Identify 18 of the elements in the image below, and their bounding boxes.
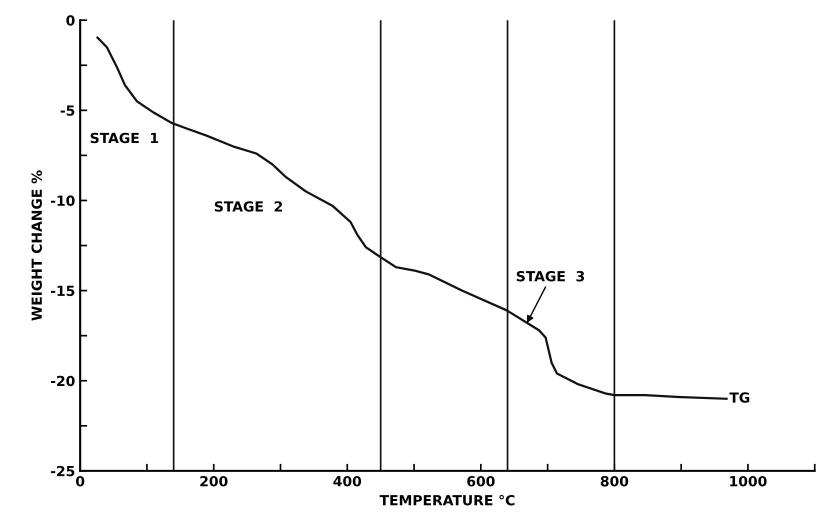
- annotation: STAGE 3: [516, 270, 584, 282]
- y-axis-title: WEIGHT CHANGE %: [31, 170, 42, 321]
- y-tick-label: -20: [50, 376, 75, 386]
- y-tick-label: -5: [60, 105, 74, 116]
- annotation: STAGE 1: [90, 132, 158, 144]
- x-tick-label: 400: [333, 476, 362, 486]
- x-tick-label: 0: [76, 476, 84, 486]
- y-tick-label: -15: [50, 286, 74, 296]
- annotation: TG: [729, 392, 750, 403]
- x-tick-label: 800: [600, 476, 628, 486]
- x-tick-label: 600: [467, 476, 495, 486]
- y-tick-label: 0: [66, 15, 75, 26]
- y-tick-label: -10: [50, 195, 75, 206]
- annotation: STAGE 2: [214, 201, 282, 212]
- x-tick-label: 200: [200, 476, 228, 486]
- x-tick-label: 1000: [730, 476, 767, 486]
- x-axis-title: TEMPERATURE °C: [380, 494, 514, 506]
- y-tick-label: -25: [50, 466, 74, 476]
